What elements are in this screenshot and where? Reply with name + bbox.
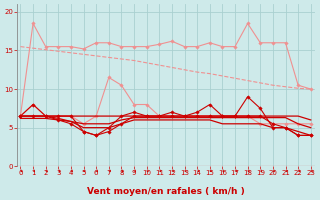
- X-axis label: Vent moyen/en rafales ( km/h ): Vent moyen/en rafales ( km/h ): [87, 187, 244, 196]
